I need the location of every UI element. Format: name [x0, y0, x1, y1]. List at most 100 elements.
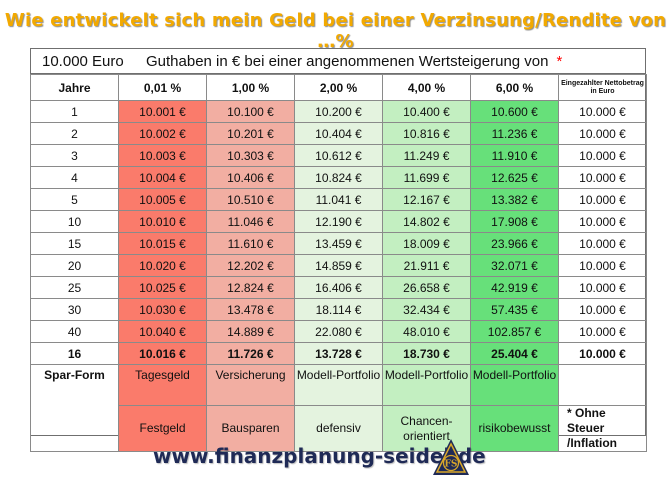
cell-rate-2: 13.728 € [294, 342, 383, 365]
cell-rate-0-01: 10.030 € [118, 298, 207, 321]
cell-rate-1: 10.303 € [206, 144, 295, 167]
table-row: 5 10.005 €10.510 €11.041 €12.167 €13.382 … [30, 188, 647, 211]
headline-description: Guthaben in € bei einer angenommenen Wer… [146, 53, 562, 70]
cell-rate-1: 10.201 € [206, 122, 295, 145]
table-row: 30 10.030 €13.478 €18.114 €32.434 €57.435… [30, 298, 647, 321]
table-row-highlight: 16 10.016 €11.726 €13.728 €18.730 €25.404… [30, 342, 647, 365]
cell-rate-6: 11.910 € [470, 144, 559, 167]
cell-net-amount: 10.000 € [558, 298, 647, 321]
table-headline: 10.000 Euro Guthaben in € bei einer ange… [30, 49, 646, 74]
cell-rate-6: 23.966 € [470, 232, 559, 255]
cell-rate-2: 18.114 € [294, 298, 383, 321]
header-net-amount: Eingezahlter Nettobetrag in Euro [558, 74, 647, 101]
table-row: 1 10.001 €10.100 €10.200 €10.400 €10.600 … [30, 100, 647, 123]
table-body: 1 10.001 €10.100 €10.200 €10.400 €10.600 … [30, 100, 647, 452]
headline-amount: 10.000 Euro [42, 53, 124, 70]
cell-years: 25 [30, 276, 119, 299]
cell-rate-6: 17.908 € [470, 210, 559, 233]
cell-rate-6: 25.404 € [470, 342, 559, 365]
cell-rate-6: 12.625 € [470, 166, 559, 189]
website-url: www.finanzplanung-seidel.de [153, 444, 486, 468]
cell-rate-4: 12.167 € [382, 188, 471, 211]
spar-type-rate-0-01: Tagesgeld [118, 364, 207, 406]
table-row: 25 10.025 €12.824 €16.406 €26.658 €42.919… [30, 276, 647, 299]
cell-rate-2: 10.612 € [294, 144, 383, 167]
cell-rate-0-01: 10.003 € [118, 144, 207, 167]
cell-rate-0-01: 10.005 € [118, 188, 207, 211]
cell-rate-4: 26.658 € [382, 276, 471, 299]
spar-form-row-1: Spar-Form Tagesgeld Versicherung Modell-Por… [30, 364, 647, 452]
spar-type-rate-6: Modell-Portfolio [470, 364, 559, 406]
cell-rate-4: 18.009 € [382, 232, 471, 255]
cell-rate-6: 57.435 € [470, 298, 559, 321]
spar-form-row-2: Festgeld Bausparen defensiv Chancen-orienti… [31, 405, 647, 452]
table-row: 15 10.015 €11.610 €13.459 €18.009 €23.966… [30, 232, 647, 255]
cell-rate-0-01: 10.004 € [118, 166, 207, 189]
cell-rate-6: 13.382 € [470, 188, 559, 211]
cell-rate-0-01: 10.015 € [118, 232, 207, 255]
table-row: 40 10.040 €14.889 €22.080 €48.010 €102.85… [30, 320, 647, 343]
cell-rate-4: 11.699 € [382, 166, 471, 189]
spar-product-rate-0-01: Festgeld [118, 405, 207, 452]
header-rate-2: 2,00 % [294, 74, 383, 101]
cell-years: 1 [30, 100, 119, 123]
cell-years: 30 [30, 298, 119, 321]
cell-rate-0-01: 10.002 € [118, 122, 207, 145]
logo-text: FS [445, 460, 458, 470]
cell-net-amount: 10.000 € [558, 122, 647, 145]
cell-net-amount: 10.000 € [558, 210, 647, 233]
cell-net-amount: 10.000 € [558, 232, 647, 255]
cell-rate-1: 10.510 € [206, 188, 295, 211]
cell-rate-4: 11.249 € [382, 144, 471, 167]
cell-rate-6: 42.919 € [470, 276, 559, 299]
spar-type-rate-2: Modell-Portfolio [294, 364, 383, 406]
cell-rate-1: 11.610 € [206, 232, 295, 255]
cell-rate-2: 12.190 € [294, 210, 383, 233]
cell-years: 15 [30, 232, 119, 255]
header-rate-6: 6,00 % [470, 74, 559, 101]
cell-rate-1: 12.202 € [206, 254, 295, 277]
spar-note-blank [558, 364, 647, 406]
cell-rate-6: 10.600 € [470, 100, 559, 123]
cell-rate-1: 13.478 € [206, 298, 295, 321]
cell-rate-6: 102.857 € [470, 320, 559, 343]
table-row: 20 10.020 €12.202 €14.859 €21.911 €32.071… [30, 254, 647, 277]
cell-net-amount: 10.000 € [558, 254, 647, 277]
cell-rate-4: 48.010 € [382, 320, 471, 343]
cell-rate-4: 14.802 € [382, 210, 471, 233]
cell-years: 20 [30, 254, 119, 277]
cell-rate-0-01: 10.020 € [118, 254, 207, 277]
spar-form-label: Spar-Form [30, 364, 119, 452]
cell-rate-2: 10.200 € [294, 100, 383, 123]
header-rate-4: 4,00 % [382, 74, 471, 101]
cell-net-amount: 10.000 € [558, 188, 647, 211]
spar-product-rate-4: Chancen-orientiert [382, 405, 471, 452]
cell-rate-1: 10.100 € [206, 100, 295, 123]
cell-years: 3 [30, 144, 119, 167]
growth-table: Jahre 0,01 % 1,00 % 2,00 % 4,00 % 6,00 %… [30, 74, 647, 452]
cell-rate-4: 10.400 € [382, 100, 471, 123]
cell-net-amount: 10.000 € [558, 342, 647, 365]
spar-note: * Ohne Steuer /Inflation [558, 405, 647, 452]
header-rate-0-01: 0,01 % [118, 74, 207, 101]
cell-net-amount: 10.000 € [558, 100, 647, 123]
cell-rate-1: 12.824 € [206, 276, 295, 299]
cell-rate-6: 11.236 € [470, 122, 559, 145]
spar-type-rate-1: Versicherung [206, 364, 295, 406]
spar-product-rate-6: risikobewusst [470, 405, 559, 452]
headline-description-text: Guthaben in € bei einer angenommenen Wer… [146, 53, 549, 70]
table-row: 10 10.010 €11.046 €12.190 €14.802 €17.908… [30, 210, 647, 233]
cell-years: 16 [30, 342, 119, 365]
cell-rate-4: 21.911 € [382, 254, 471, 277]
cell-years: 10 [30, 210, 119, 233]
spar-type-rate-4: Modell-Portfolio [382, 364, 471, 406]
cell-net-amount: 10.000 € [558, 320, 647, 343]
cell-rate-0-01: 10.025 € [118, 276, 207, 299]
page-title: Wie entwickelt sich mein Geld bei einer … [4, 10, 667, 52]
cell-rate-2: 16.406 € [294, 276, 383, 299]
cell-rate-1: 14.889 € [206, 320, 295, 343]
cell-net-amount: 10.000 € [558, 144, 647, 167]
cell-rate-0-01: 10.040 € [118, 320, 207, 343]
cell-rate-1: 11.046 € [206, 210, 295, 233]
cell-rate-2: 10.824 € [294, 166, 383, 189]
